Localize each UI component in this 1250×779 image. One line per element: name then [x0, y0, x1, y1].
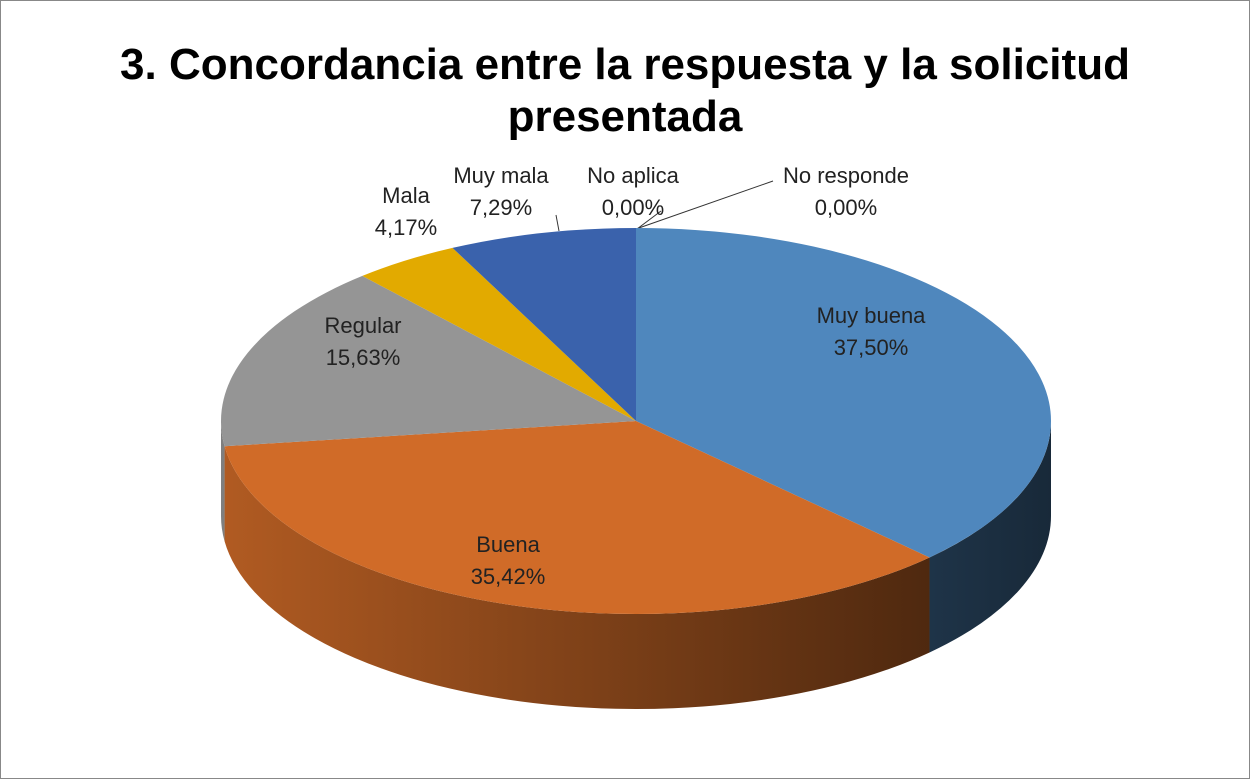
slice-side: [221, 421, 225, 542]
slice-value-label: 15,63%: [326, 345, 401, 370]
leader-line: [636, 210, 662, 230]
slice-value-label: 0,00%: [602, 195, 664, 220]
slice-value-label: 0,00%: [815, 195, 877, 220]
slice-label: No aplica: [587, 163, 679, 188]
slice: [452, 228, 636, 421]
slice-label: Regular: [324, 313, 401, 338]
chart-title: 3. Concordancia entre la respuesta y la …: [120, 40, 1130, 141]
slice-label: Muy mala: [453, 163, 549, 188]
slice: [636, 228, 1051, 558]
slice-value-label: 7,29%: [470, 195, 532, 220]
slice-label: No responde: [783, 163, 909, 188]
leader-line: [555, 214, 560, 232]
slice: [224, 421, 930, 614]
slice-value-label: 4,17%: [375, 215, 437, 240]
slice-label: Buena: [476, 532, 540, 557]
slice-label: Muy buena: [817, 303, 927, 328]
slice-value-label: 35,42%: [471, 564, 546, 589]
slice-side: [929, 421, 1051, 653]
slice-label: Mala: [382, 183, 430, 208]
leader-line: [635, 180, 774, 230]
slice: [221, 275, 636, 447]
slice-value-label: 37,50%: [834, 335, 909, 360]
slice: [362, 247, 636, 421]
slice-side: [224, 446, 930, 709]
